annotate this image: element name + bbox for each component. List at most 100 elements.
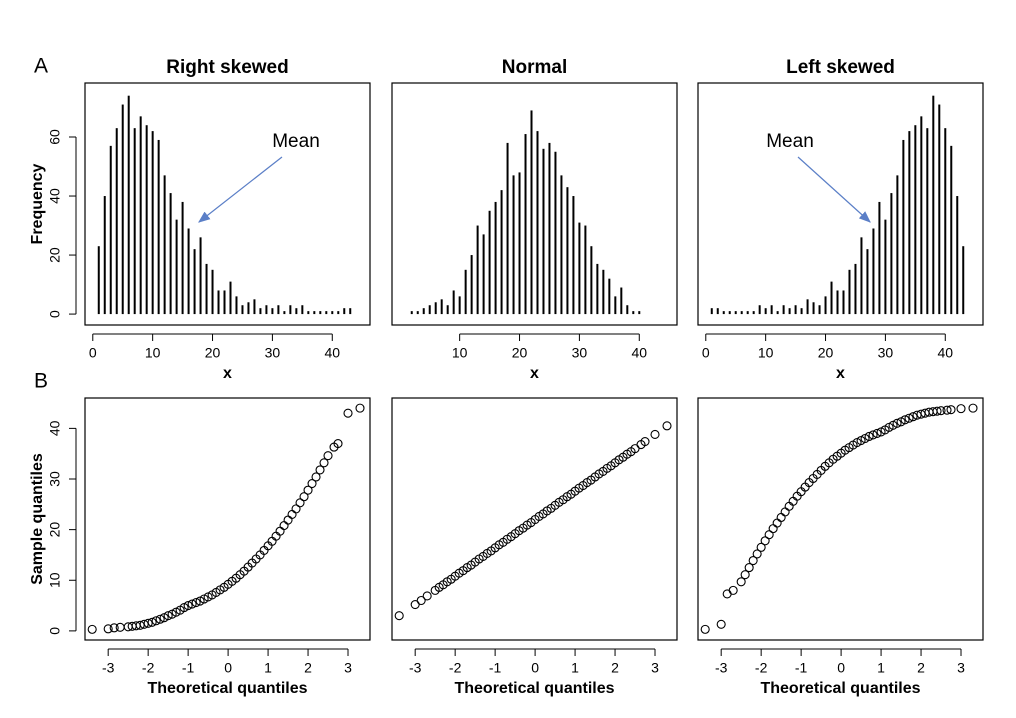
point: [662, 421, 672, 431]
bar: [578, 222, 581, 315]
point: [748, 555, 758, 566]
panel-title: Right skewed: [166, 57, 288, 78]
point: [191, 597, 201, 608]
point: [311, 472, 321, 482]
point: [904, 413, 914, 423]
point: [700, 624, 710, 634]
x-tick-label: 10: [452, 345, 468, 361]
x-tick-label: -3: [102, 660, 115, 676]
y-axis-label: Frequency: [29, 163, 46, 244]
bar: [524, 134, 527, 315]
point: [287, 509, 297, 519]
bar: [812, 302, 815, 315]
plot-frame: [697, 397, 984, 641]
point: [932, 406, 942, 416]
bar: [818, 305, 821, 315]
point: [275, 526, 285, 536]
x-tick-label: 2: [611, 660, 619, 676]
bar: [127, 95, 130, 315]
point: [307, 479, 317, 489]
bar: [187, 228, 190, 315]
bar: [950, 145, 953, 315]
bar: [452, 290, 455, 315]
x-axis-label: Theoretical quantiles: [454, 680, 614, 697]
point: [736, 577, 746, 587]
x-tick-label: -2: [755, 660, 768, 676]
bar: [728, 311, 731, 315]
point: [640, 436, 650, 447]
x-tick-label: 20: [512, 345, 528, 361]
bar: [758, 305, 761, 315]
bar: [884, 219, 887, 315]
point: [722, 589, 732, 599]
bar: [307, 311, 310, 315]
bar: [289, 305, 292, 315]
point: [343, 408, 353, 418]
x-tick-label: -1: [182, 660, 195, 676]
x-tick-label: 3: [957, 660, 965, 676]
bar: [410, 311, 413, 315]
x-tick-label: 0: [837, 660, 845, 676]
x-tick-label: 20: [818, 345, 834, 361]
bar: [614, 296, 617, 315]
bar: [313, 311, 316, 315]
bar: [710, 308, 713, 315]
point: [155, 614, 165, 624]
point: [151, 616, 161, 626]
x-axis-label: Theoretical quantiles: [760, 680, 920, 697]
bar: [416, 311, 419, 315]
bar: [301, 305, 304, 315]
x-tick-label: -3: [715, 660, 728, 676]
bar: [494, 201, 497, 315]
x-tick-label: 30: [265, 345, 281, 361]
bar: [542, 148, 545, 315]
point: [752, 549, 762, 559]
x-tick-label: 40: [937, 345, 953, 361]
bar: [794, 305, 797, 315]
point: [900, 415, 910, 425]
bar: [235, 296, 238, 315]
point: [279, 521, 289, 531]
point: [115, 622, 125, 632]
bar: [446, 305, 449, 315]
x-tick-label: 0: [89, 345, 97, 361]
bar: [956, 196, 959, 315]
bar: [440, 299, 443, 315]
bar: [199, 237, 202, 315]
bar: [422, 308, 425, 315]
x-tick-label: 40: [324, 345, 340, 361]
bar: [518, 172, 521, 315]
point: [908, 412, 918, 422]
panel-title: Left skewed: [786, 57, 895, 78]
x-tick-label: 0: [702, 345, 710, 361]
bar: [932, 95, 935, 315]
bar: [476, 225, 479, 315]
bar: [848, 269, 851, 315]
bar: [139, 116, 142, 315]
bar: [169, 193, 172, 315]
bar: [319, 311, 322, 315]
bar: [572, 196, 575, 315]
point: [103, 624, 113, 634]
bar: [229, 281, 232, 315]
bar: [331, 311, 334, 315]
bar: [962, 246, 965, 315]
x-axis-label: x: [836, 365, 845, 382]
x-tick-label: 0: [531, 660, 539, 676]
bar: [205, 263, 208, 315]
point: [776, 512, 786, 523]
point: [394, 611, 404, 621]
x-axis-label: x: [223, 365, 232, 382]
point: [323, 451, 333, 461]
bar: [620, 287, 623, 315]
bar: [782, 305, 785, 315]
point: [942, 405, 952, 415]
bar: [548, 142, 551, 315]
bar: [596, 263, 599, 315]
point: [946, 405, 956, 415]
point: [744, 563, 754, 573]
x-tick-label: 30: [878, 345, 894, 361]
y-tick-label: 10: [47, 572, 63, 588]
bar: [133, 128, 136, 315]
bar: [566, 187, 569, 315]
